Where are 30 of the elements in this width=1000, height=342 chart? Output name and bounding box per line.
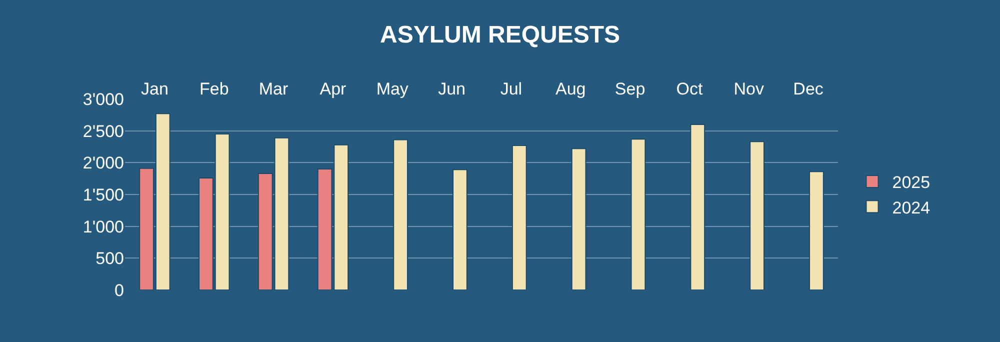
legend-label: 2024 (892, 198, 930, 218)
bar (690, 124, 706, 290)
y-tick-label: 1'500 (82, 185, 124, 204)
bar (630, 138, 646, 290)
bar (452, 169, 468, 290)
chart-title: ASYLUM REQUESTS (380, 22, 620, 49)
x-tick-label: Sep (614, 80, 646, 99)
y-tick-label: 2'500 (82, 122, 124, 141)
bar (750, 141, 764, 290)
x-tick-label: Feb (199, 80, 229, 99)
bar (393, 139, 408, 290)
y-tick-label: 0 (114, 280, 124, 300)
legend-label: 2025 (892, 173, 930, 192)
x-tick-label: Nov (734, 80, 764, 99)
x-tick-label: Dec (793, 80, 824, 99)
bar (512, 144, 527, 290)
y-tick-label: 2'000 (82, 154, 124, 173)
y-tick-label: 1'000 (82, 217, 124, 236)
bar (571, 148, 586, 290)
bar (809, 171, 824, 290)
y-tick-label: 500 (96, 249, 124, 268)
x-tick-label: May (376, 80, 409, 99)
x-tick-label: Mar (258, 80, 289, 99)
y-tick-label: 3'000 (82, 90, 124, 109)
x-tick-label: Apr (320, 80, 347, 99)
x-tick-label: Aug (555, 80, 586, 99)
x-tick-label: Jul (500, 80, 522, 99)
x-tick-label: Oct (676, 80, 703, 99)
x-tick-label: Jun (438, 80, 466, 99)
x-tick-label: Jan (141, 80, 168, 99)
